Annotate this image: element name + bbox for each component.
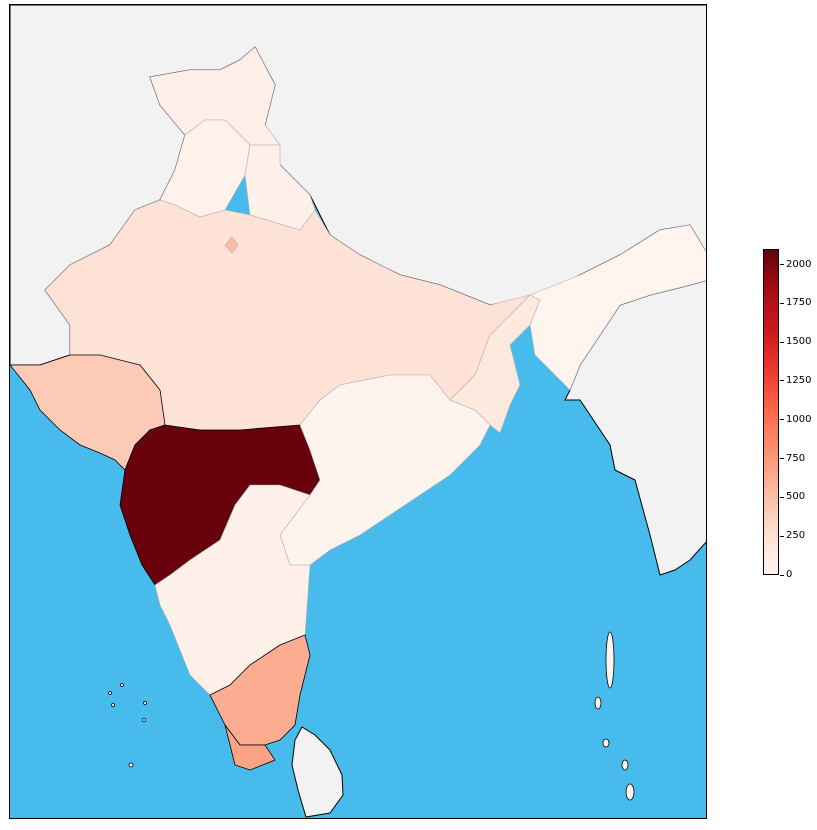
colorbar-tick-label: 2000: [786, 258, 812, 270]
region-south-tip[interactable]: [224, 724, 276, 771]
colorbar-tick: [780, 496, 784, 498]
region-west-bengal[interactable]: [449, 294, 541, 434]
lakshadweep-islands: [108, 683, 147, 768]
region-delhi[interactable]: [224, 236, 239, 254]
map-frame: [9, 4, 707, 819]
colorbar-tick-label: 500: [786, 491, 806, 503]
india-regions: [10, 46, 707, 771]
colorbar-tick-label: 750: [786, 452, 806, 464]
region-northeast[interactable]: [529, 224, 707, 391]
colorbar-tick: [780, 574, 784, 576]
colorbar-tick: [780, 458, 784, 460]
colorbar-tick: [780, 264, 784, 266]
india-choropleth-map[interactable]: [10, 5, 707, 819]
colorbar-tick: [780, 419, 784, 421]
colorbar: [763, 249, 779, 575]
colorbar-tick: [780, 380, 784, 382]
colorbar-tick-label: 1750: [786, 297, 812, 309]
colorbar-tick: [780, 341, 784, 343]
colorbar-tick: [780, 535, 784, 537]
colorbar-tick-label: 1250: [786, 374, 812, 386]
sri-lanka: [291, 726, 344, 818]
andaman-nicobar-islands: [594, 631, 635, 801]
colorbar-tick-label: 1000: [786, 413, 812, 425]
region-south-west[interactable]: [154, 484, 311, 696]
colorbar-tick-label: 0: [786, 569, 793, 580]
colorbar-tick: [780, 302, 784, 304]
colorbar-tick-label: 1500: [786, 336, 812, 348]
colorbar-tick-label: 250: [786, 530, 806, 542]
